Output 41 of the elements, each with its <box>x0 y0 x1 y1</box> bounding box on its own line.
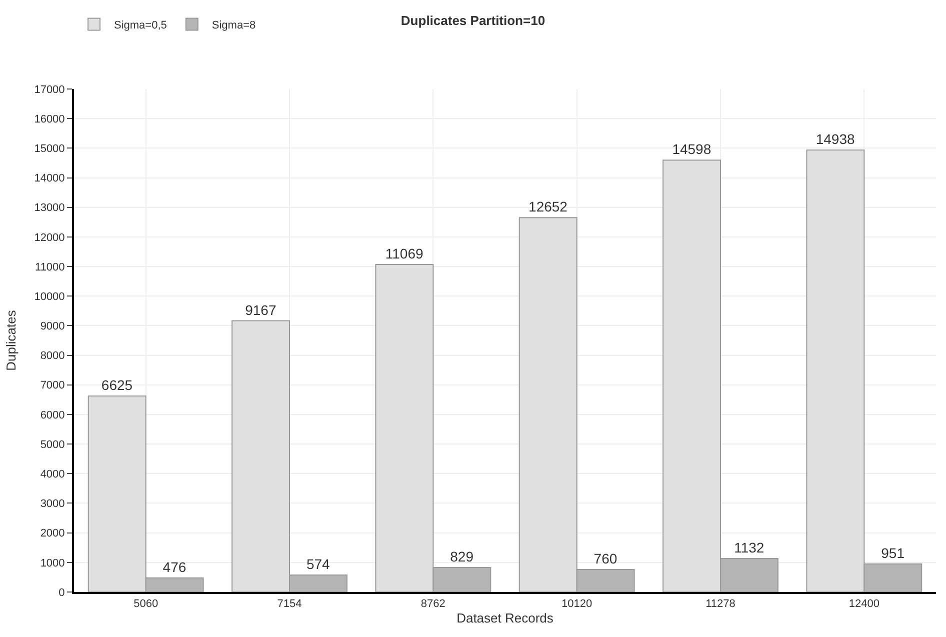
y-tick-label: 0 <box>58 586 65 599</box>
y-tick-label: 4000 <box>40 468 65 480</box>
x-tick-label: 8762 <box>420 598 446 610</box>
y-tick-label: 11000 <box>35 261 65 274</box>
x-tick-label: 11278 <box>706 598 736 610</box>
y-tick-label: 12000 <box>34 232 65 244</box>
data-label: 6625 <box>101 376 133 393</box>
y-tick-label: 6000 <box>40 409 65 422</box>
y-axis-title: Duplicates <box>4 310 19 371</box>
y-tick-label: 16000 <box>34 113 65 126</box>
y-tick-label: 1000 <box>40 557 65 570</box>
x-tick-label: 10120 <box>562 598 592 610</box>
y-tick-label: 13000 <box>34 202 65 214</box>
data-label: 829 <box>450 548 474 564</box>
data-label: 476 <box>162 558 186 575</box>
legend-label: Sigma=0,5 <box>114 19 167 32</box>
x-axis-title: Dataset Records <box>456 610 554 626</box>
y-tick-label: 3000 <box>40 498 65 510</box>
y-tick-label: 17000 <box>34 84 65 96</box>
data-label: 12652 <box>528 198 568 215</box>
data-label: 574 <box>306 556 330 572</box>
y-tick-label: 5000 <box>40 438 65 451</box>
x-tick-label: 12400 <box>848 598 880 610</box>
data-label: 11069 <box>385 245 424 262</box>
data-label: 951 <box>881 544 905 561</box>
y-tick-label: 7000 <box>40 380 65 392</box>
y-tick-label: 8000 <box>40 350 65 362</box>
y-tick-label: 2000 <box>40 528 65 540</box>
y-tick-label: 9000 <box>40 320 65 333</box>
data-label: 14938 <box>816 131 856 148</box>
data-label: 9167 <box>245 302 276 318</box>
y-tick-label: 15000 <box>34 143 65 156</box>
chart-title: Duplicates Partition=10 <box>400 13 546 28</box>
data-label: 14598 <box>672 141 712 158</box>
data-label: 1132 <box>734 540 764 556</box>
data-label: 760 <box>594 550 618 567</box>
x-tick-label: 5060 <box>134 598 158 610</box>
y-tick-label: 10000 <box>34 290 65 303</box>
legend-label: Sigma=8 <box>212 19 256 32</box>
x-tick-label: 7154 <box>277 598 302 610</box>
y-tick-label: 14000 <box>34 172 65 185</box>
